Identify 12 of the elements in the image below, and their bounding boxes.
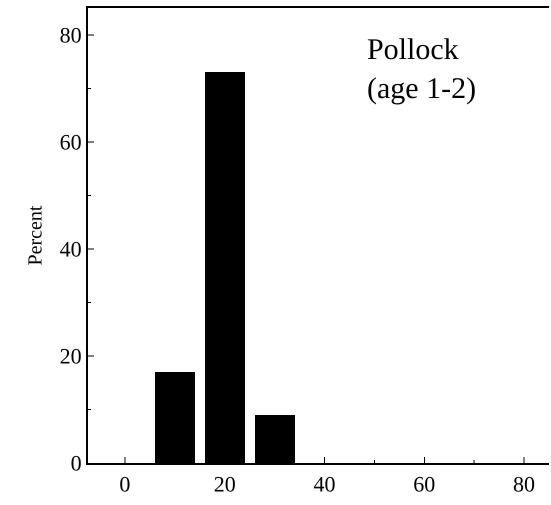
x-tick-label: 20 xyxy=(214,471,236,496)
y-tick-label: 40 xyxy=(60,236,82,262)
x-tick-label: 40 xyxy=(313,471,336,496)
x-tick-label: 60 xyxy=(413,471,436,496)
y-tick-label: 20 xyxy=(60,344,82,369)
y-tick-label: 60 xyxy=(60,130,82,155)
y-tick-label: 0 xyxy=(70,450,82,476)
y-tick-label: 80 xyxy=(60,22,82,48)
y-axis-title: Percent xyxy=(24,205,47,266)
x-tick-label: 80 xyxy=(513,471,536,496)
annotation: Pollock (age 1-2) xyxy=(367,33,476,105)
x-tick-label: 0 xyxy=(119,471,130,496)
